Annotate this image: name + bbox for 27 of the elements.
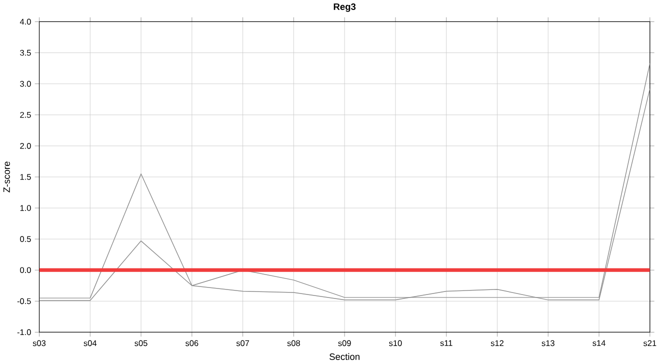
y-tick-label: 1.0 bbox=[20, 204, 31, 211]
x-tick-label: s10 bbox=[389, 340, 402, 346]
x-tick-label: s13 bbox=[542, 340, 554, 346]
x-tick-label: s04 bbox=[84, 340, 97, 346]
x-tick-label: s07 bbox=[236, 340, 250, 346]
x-tick-label: s08 bbox=[287, 340, 300, 346]
x-axis-title: Section bbox=[330, 352, 360, 360]
x-tick-label: s09 bbox=[338, 340, 351, 346]
y-tick-label: 0.5 bbox=[20, 236, 31, 242]
y-tick-label: 0.0 bbox=[20, 266, 31, 273]
y-tick-label: 2.0 bbox=[20, 142, 31, 149]
x-tick-label: s11 bbox=[440, 340, 452, 346]
y-tick-label: 2.5 bbox=[20, 112, 31, 118]
y-tick-label: -1.0 bbox=[17, 329, 31, 335]
y-tick-label: 1.5 bbox=[20, 174, 31, 180]
y-tick-label: -0.5 bbox=[17, 298, 31, 304]
x-tick-label: s21 bbox=[643, 340, 656, 346]
y-axis-title: Z-score bbox=[3, 161, 10, 192]
y-tick-label: 3.0 bbox=[20, 80, 31, 87]
y-tick-label: 3.5 bbox=[20, 50, 31, 56]
x-tick-label: s14 bbox=[592, 340, 606, 346]
chart-title: Reg3 bbox=[334, 3, 356, 12]
x-tick-label: s03 bbox=[32, 340, 46, 346]
x-tick-label: s12 bbox=[490, 340, 504, 346]
x-tick-label: s06 bbox=[186, 340, 198, 346]
x-tick-label: s05 bbox=[134, 340, 148, 346]
y-tick-label: 4.0 bbox=[20, 18, 31, 24]
